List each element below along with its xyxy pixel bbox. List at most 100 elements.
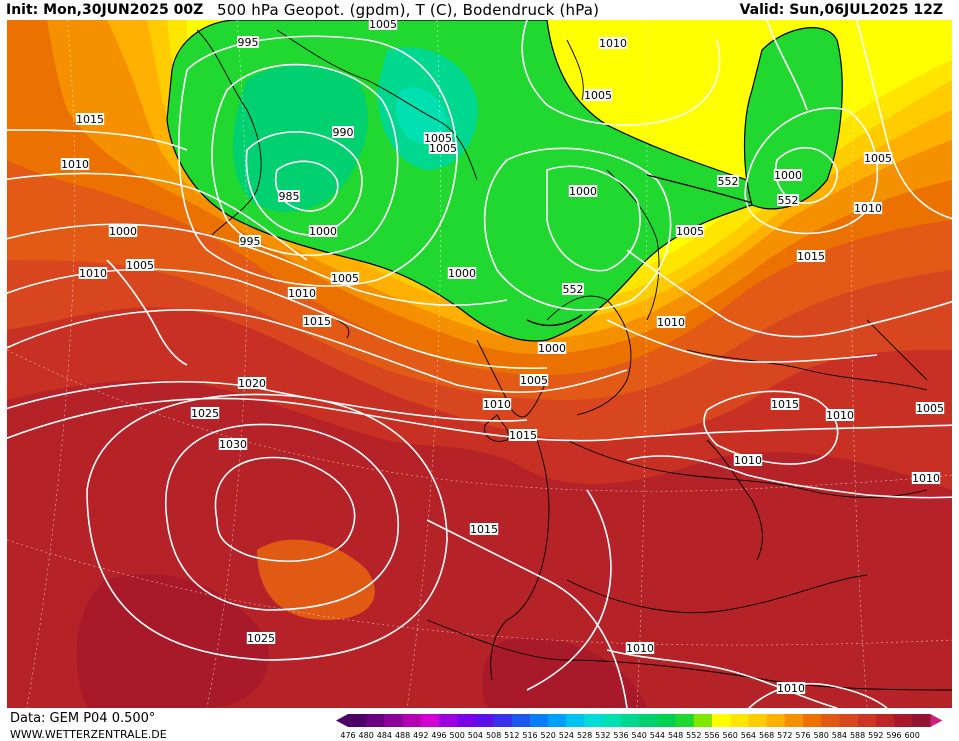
legend-tick-label: 500: [450, 731, 465, 740]
legend-tick-label: 480: [359, 731, 374, 740]
isobar-label: 1000: [447, 267, 477, 280]
height-label-layer: 552 552 552: [562, 175, 799, 296]
legend-tick-label: 580: [814, 731, 829, 740]
legend-swatch: [730, 714, 749, 727]
isobar-label-bg: [863, 152, 893, 164]
isobar-label-text: 1010: [79, 267, 107, 280]
isobar-label-bg: [330, 272, 360, 284]
height-552-label: 552: [777, 194, 799, 207]
legend-tick-label: 528: [577, 731, 592, 740]
legend-tick-label: 536: [613, 731, 628, 740]
isobar-label-text: 1015: [76, 113, 104, 126]
color-legend: 476 480 484 488 492 496 500 504 508 512 516 520 524 5…: [336, 714, 943, 740]
isobar-label: 1015: [75, 113, 105, 126]
isobar-label: 1015: [302, 315, 332, 328]
legend-tick-label: 492: [413, 731, 428, 740]
isobar-label-bg: [78, 267, 108, 279]
legend-swatch: [366, 714, 385, 727]
weather-map: 1005 1010 995 1015 990 1005 1005 1005 1010 1005 10…: [7, 20, 952, 708]
isobar-label-bg: [656, 316, 686, 328]
legend-swatch: [511, 714, 531, 727]
isobar-label-bg: [218, 438, 248, 450]
warm-core: [257, 539, 375, 620]
isobar-label: 1010: [825, 409, 855, 422]
legend-swatch: [439, 714, 458, 727]
isobar-label-text: 1005: [676, 225, 704, 238]
legend-tick-label: 484: [377, 731, 392, 740]
legend-swatch: [821, 714, 840, 727]
isobar-label-text: 1010: [734, 454, 762, 467]
isobar-label-bg: [733, 454, 763, 466]
isobar-label: 995: [237, 36, 259, 49]
isobar-label: 1020: [237, 377, 267, 390]
height-552-label-text: 552: [778, 194, 799, 207]
isobar-label: 1000: [568, 185, 598, 198]
isobar-label-bg: [625, 642, 655, 654]
isobar-label-bg: [237, 36, 259, 48]
isobar-label: 1025: [190, 407, 220, 420]
isobar-label: 1010: [78, 267, 108, 280]
legend-swatch: [803, 714, 822, 727]
isobar-label: 1005: [428, 142, 458, 155]
legend-swatch: [894, 714, 913, 727]
isobar-label: 1000: [537, 342, 567, 355]
legend-tick-label: 596: [886, 731, 901, 740]
color-legend-boxes: [336, 714, 943, 727]
isobar-label: 1005: [583, 89, 613, 102]
isobar-label-text: 1000: [448, 267, 476, 280]
isobar-label-bg: [469, 523, 499, 535]
isobar-label-text: 1005: [584, 89, 612, 102]
isobar-label-bg: [246, 632, 276, 644]
isobar-label: 1000: [773, 169, 803, 182]
legend-swatch: [912, 714, 931, 727]
legend-swatch: [602, 714, 622, 727]
isobar-label-bg: [239, 235, 261, 247]
isobar-label-bg: [675, 225, 705, 237]
legend-swatch: [766, 714, 786, 727]
isobar-label-text: 1005: [369, 20, 397, 31]
isobar-label-text: 1010: [777, 682, 805, 695]
legend-tick-label: 520: [541, 731, 556, 740]
legend-tick-label: 532: [595, 731, 610, 740]
isobar-label: 1005: [915, 402, 945, 415]
isobar-label-bg: [770, 398, 800, 410]
isobar-label: 1000: [308, 225, 338, 238]
isobar-label-bg: [598, 37, 628, 49]
legend-swatch: [875, 714, 895, 727]
coastlines: [196, 29, 952, 691]
isobar-label-text: 1025: [247, 632, 275, 645]
legend-tick-label: 576: [795, 731, 810, 740]
height-552-label-bg: [717, 175, 739, 187]
isobar-label-bg: [75, 113, 105, 125]
isobar-label-text: 1020: [238, 377, 266, 390]
isobar-label: 1010: [625, 642, 655, 655]
legend-tick-label: 516: [522, 731, 537, 740]
isobar-label-bg: [773, 169, 803, 181]
isobar-label-text: 995: [240, 235, 261, 248]
legend-swatch: [839, 714, 858, 727]
isobar-label: 1010: [656, 316, 686, 329]
height-552-lines: [526, 174, 753, 327]
isobar-label-text: 1010: [61, 158, 89, 171]
legend-tick-label: 572: [777, 731, 792, 740]
isobar-label-text: 1005: [424, 132, 452, 145]
legend-tick-label: 564: [741, 731, 756, 740]
field-544: [395, 87, 447, 144]
isobar-label: 1015: [508, 429, 538, 442]
legend-tick-label: 524: [559, 731, 574, 740]
isobar-label-text: 1025: [191, 407, 219, 420]
isobar-label-text: 1000: [538, 342, 566, 355]
isobar-label-text: 1015: [470, 523, 498, 536]
isobar-label-text: 1010: [854, 202, 882, 215]
legend-tick-label: 476: [340, 731, 355, 740]
legend-swatch: [748, 714, 767, 727]
legend-tick-label: 504: [468, 731, 483, 740]
isobar-label: 1015: [469, 523, 499, 536]
legend-tick-label: 556: [704, 731, 719, 740]
isobar-label-text: 1010: [826, 409, 854, 422]
isobar-label: 990: [332, 126, 354, 139]
legend-tick-label: 488: [395, 731, 410, 740]
isobar-label-text: 1005: [429, 142, 457, 155]
legend-swatch: [530, 714, 549, 727]
